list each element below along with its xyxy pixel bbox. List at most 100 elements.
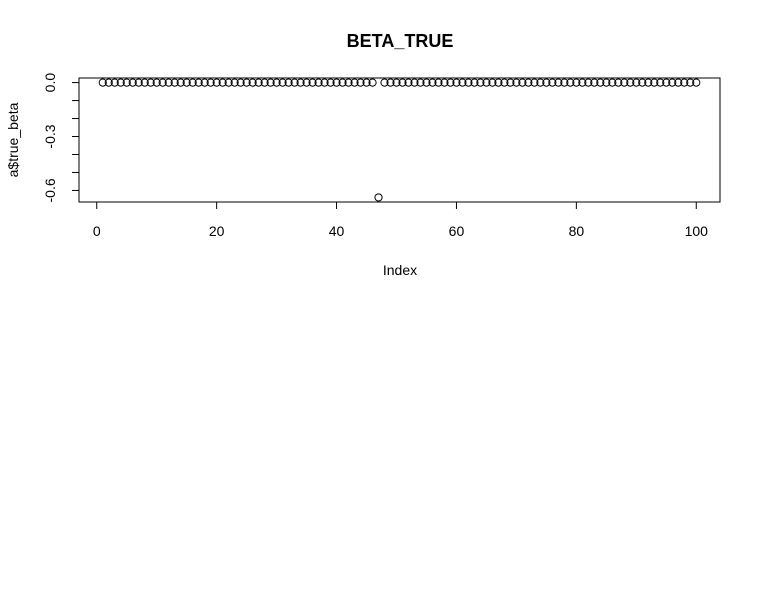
data-point [314,78,323,87]
data-point [536,78,545,87]
data-point [182,78,191,87]
data-point [266,78,275,87]
data-point [452,78,461,87]
data-point [296,78,305,87]
data-point [644,78,653,87]
data-point [170,78,179,87]
data-point [164,78,173,87]
data-point [212,78,221,87]
data-point [236,78,245,87]
data-point [578,78,587,87]
data-point [590,78,599,87]
data-point [98,78,107,87]
data-points [98,78,701,202]
data-point [428,78,437,87]
data-point [404,78,413,87]
data-point [374,193,383,202]
data-point [368,78,377,87]
data-point [482,78,491,87]
data-point [356,78,365,87]
data-point [518,78,527,87]
data-point [332,78,341,87]
data-point [548,78,557,87]
data-point [302,78,311,87]
data-point [350,78,359,87]
data-point [446,78,455,87]
chart-title: BETA_TRUE [347,31,454,51]
y-tick-label: -0.6 [42,178,58,202]
data-point [272,78,281,87]
data-point [524,78,533,87]
data-point [326,78,335,87]
data-point [530,78,539,87]
y-tick-label: 0.0 [42,73,58,93]
x-tick-label: 40 [329,223,345,239]
data-point [554,78,563,87]
data-point [110,78,119,87]
data-point [494,78,503,87]
data-point [260,78,269,87]
data-point [158,78,167,87]
data-point [686,78,695,87]
data-point [242,78,251,87]
data-point [662,78,671,87]
data-point [656,78,665,87]
data-point [194,78,203,87]
data-point [584,78,593,87]
data-point [488,78,497,87]
data-point [380,78,389,87]
data-point [440,78,449,87]
data-point [638,78,647,87]
x-tick-label: 60 [449,223,465,239]
data-point [344,78,353,87]
x-tick-label: 0 [93,223,101,239]
data-point [602,78,611,87]
data-point [200,78,209,87]
data-point [362,78,371,87]
data-point [116,78,125,87]
data-point [560,78,569,87]
data-point [392,78,401,87]
data-point [566,78,575,87]
data-point [218,78,227,87]
data-point [140,78,149,87]
data-point [422,78,431,87]
data-point [410,78,419,87]
plot-frame [78,77,721,203]
data-point [254,78,263,87]
data-point [692,78,701,87]
data-point [224,78,233,87]
data-point [152,78,161,87]
data-point [620,78,629,87]
data-point [668,78,677,87]
data-point [542,78,551,87]
data-point [476,78,485,87]
data-point [416,78,425,87]
data-point [500,78,509,87]
x-tick-label: 100 [685,223,709,239]
data-point [596,78,605,87]
data-point [572,78,581,87]
data-point [248,78,257,87]
data-point [386,78,395,87]
data-point [458,78,467,87]
y-axis: 0.0 -0.3 -0.6 [42,73,80,202]
data-point [434,78,443,87]
data-point [206,78,215,87]
data-point [398,78,407,87]
data-point [614,78,623,87]
data-point [650,78,659,87]
data-point [308,78,317,87]
data-point [290,78,299,87]
data-point [278,78,287,87]
data-point [134,78,143,87]
data-point [626,78,635,87]
data-point [230,78,239,87]
data-point [146,78,155,87]
data-point [176,78,185,87]
x-axis: 0 20 40 60 80 100 [93,201,709,239]
y-tick-label: -0.3 [42,124,58,148]
data-point [338,78,347,87]
data-point [104,78,113,87]
